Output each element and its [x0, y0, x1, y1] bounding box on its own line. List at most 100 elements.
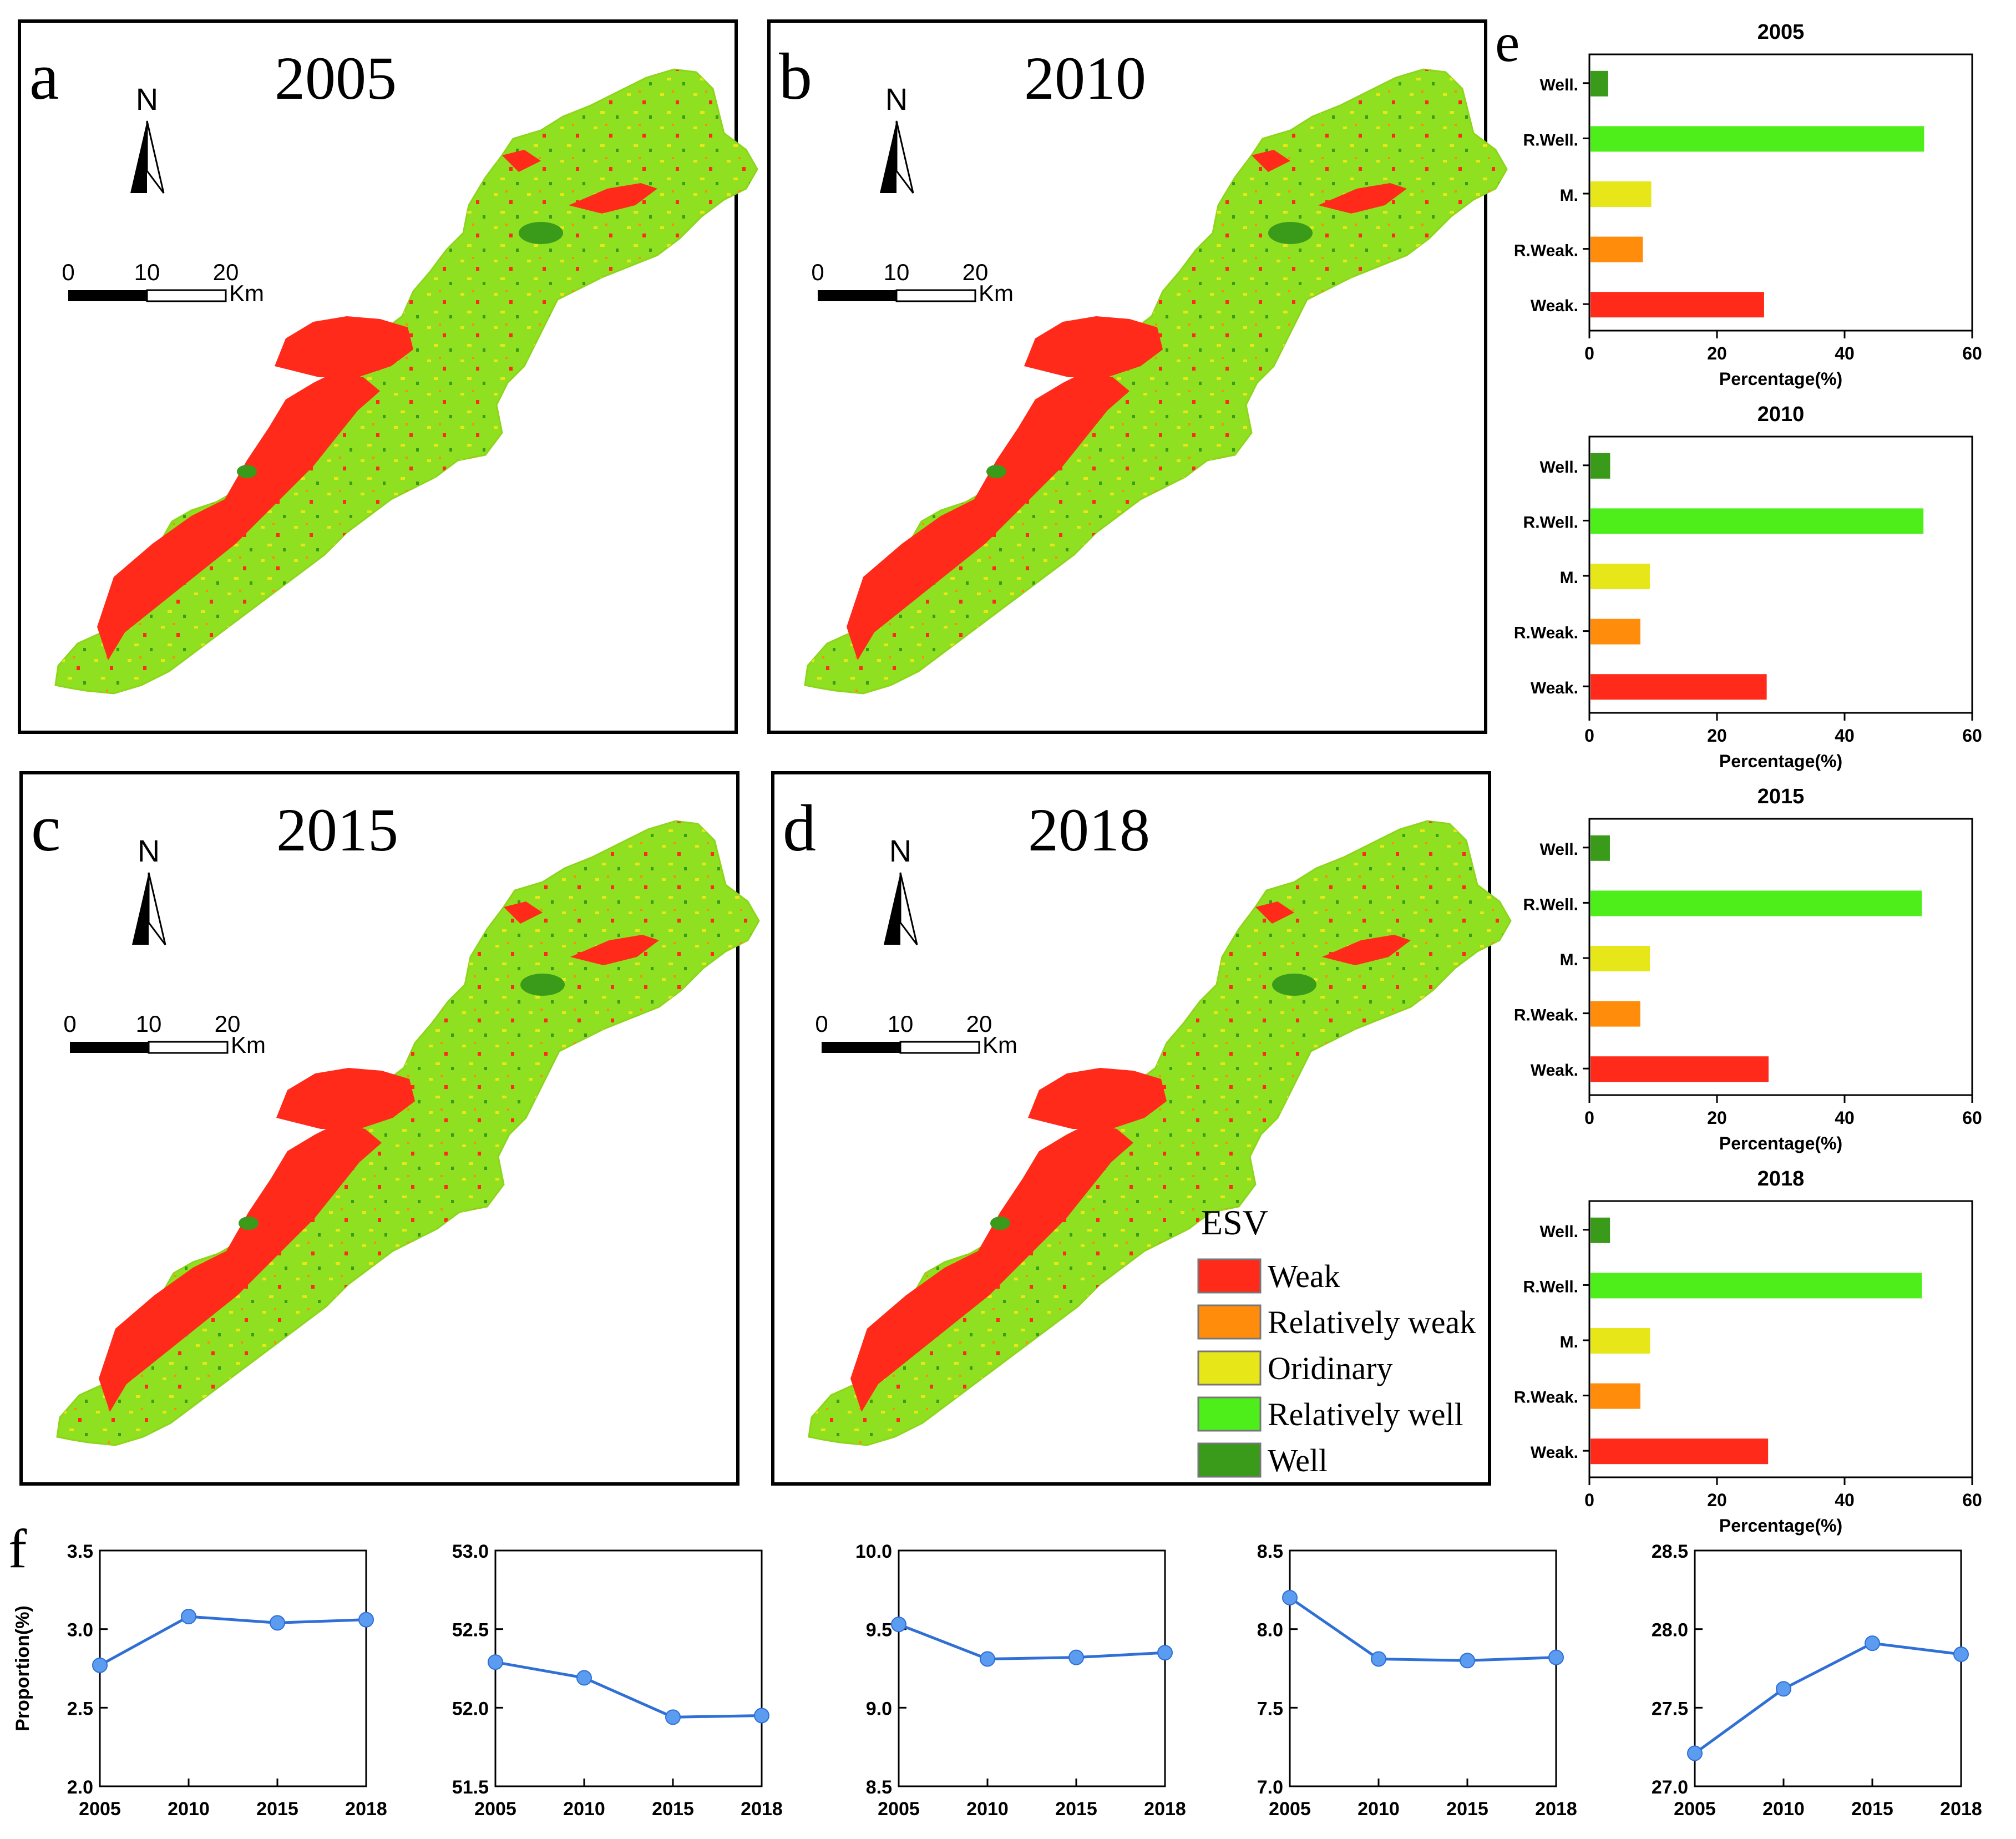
- scale-bar-filled: [70, 1042, 149, 1053]
- category-label: Well.: [1540, 840, 1578, 859]
- legend-swatch: [1197, 1396, 1262, 1432]
- scale-unit: Km: [979, 280, 1014, 306]
- scale-unit: Km: [231, 1032, 266, 1058]
- scale-tick-label: 20: [963, 259, 989, 285]
- data-point: [1865, 1635, 1880, 1651]
- data-point: [1282, 1590, 1298, 1605]
- region-map: [54, 68, 758, 695]
- data-point: [1548, 1649, 1564, 1665]
- bar: [1590, 1383, 1640, 1409]
- y-tick-label: 53.0: [452, 1541, 489, 1562]
- legend-label: Relatively weak: [1268, 1304, 1476, 1340]
- category-label: M.: [1560, 186, 1578, 205]
- bar: [1590, 1273, 1922, 1299]
- panel-year: 2010: [1024, 44, 1146, 112]
- category-label: R.Well.: [1523, 131, 1578, 149]
- scale-tick-label: 0: [63, 1011, 76, 1037]
- x-tick-label: 2018: [1940, 1799, 1982, 1820]
- bar-chart-2018: 2018 Well. R.Well. M. R.Weak. Weak. 0 20 40 60 Per…: [1514, 1167, 1982, 1536]
- scale-tick-label: 0: [815, 1011, 828, 1037]
- x-tick-label: 2018: [1535, 1799, 1577, 1820]
- x-tick-label: 40: [1835, 1490, 1855, 1510]
- scale-tick-label: 10: [136, 1011, 162, 1037]
- y-tick-label: 3.5: [67, 1541, 93, 1562]
- x-tick-label: 2010: [1762, 1799, 1805, 1820]
- y-tick-label: 27.0: [1652, 1777, 1688, 1798]
- scale-bar-filled: [822, 1042, 900, 1053]
- north-arrow-icon: [146, 120, 165, 194]
- legend-swatch: [1197, 1258, 1262, 1294]
- y-tick-label: 8.0: [1257, 1620, 1283, 1641]
- line-chart-frame: [1694, 1549, 1962, 1787]
- legend-label: Oridinary: [1268, 1350, 1393, 1386]
- bar: [1590, 1056, 1769, 1082]
- bar: [1590, 674, 1767, 700]
- y-tick-label: 8.5: [1257, 1541, 1283, 1562]
- scale-tick-label: 10: [134, 259, 160, 285]
- region-well-area: [519, 222, 563, 244]
- scale-unit: Km: [229, 280, 264, 306]
- bar: [1590, 564, 1650, 589]
- x-tick-label: 60: [1962, 343, 1982, 363]
- region-well-area: [1268, 222, 1313, 244]
- x-tick-label: 20: [1707, 343, 1727, 363]
- x-tick-label: 2010: [168, 1799, 210, 1820]
- legend-swatch: [1197, 1304, 1262, 1340]
- bar: [1590, 946, 1650, 971]
- north-arrow-icon: [148, 872, 166, 945]
- bar-chart-title: 2010: [1757, 403, 1805, 426]
- x-tick-label: 2015: [1055, 1799, 1097, 1820]
- category-label: Weak.: [1531, 1061, 1578, 1080]
- x-tick-label: 40: [1835, 343, 1855, 363]
- y-tick-label: 7.5: [1257, 1698, 1283, 1719]
- x-tick-label: 20: [1707, 1490, 1727, 1510]
- data-point: [1068, 1649, 1084, 1665]
- x-tick-label: 0: [1584, 1490, 1594, 1510]
- bar: [1590, 508, 1924, 534]
- y-tick-label: 3.0: [67, 1620, 93, 1641]
- data-point: [1776, 1681, 1791, 1697]
- bar: [1590, 890, 1922, 916]
- bar: [1590, 292, 1764, 318]
- bar-chart-title: 2015: [1757, 785, 1805, 808]
- bar: [1590, 181, 1652, 207]
- panel-year: 2018: [1028, 796, 1150, 864]
- north-arrow-icon: [880, 121, 896, 193]
- category-label: M.: [1560, 951, 1578, 969]
- data-point: [1687, 1745, 1703, 1761]
- category-label: R.Weak.: [1514, 1006, 1578, 1025]
- y-tick-label: 9.5: [866, 1620, 892, 1641]
- legend-label: Relatively well: [1268, 1396, 1463, 1432]
- bar-chart-title: 2005: [1757, 21, 1805, 44]
- x-axis-label: Percentage(%): [1719, 1133, 1842, 1153]
- y-tick-label: 2.0: [67, 1777, 93, 1798]
- data-point: [270, 1615, 285, 1631]
- scale-bar-empty: [148, 1041, 229, 1054]
- x-tick-label: 0: [1584, 1108, 1594, 1128]
- region-well-area: [990, 1217, 1010, 1230]
- data-point: [1157, 1645, 1173, 1661]
- series-line: [99, 1615, 367, 1667]
- bar: [1590, 453, 1610, 479]
- legend-label: Weak: [1268, 1258, 1340, 1294]
- x-tick-label: 2015: [256, 1799, 298, 1820]
- panel-letter-f: f: [8, 1518, 27, 1579]
- legend-swatch: [1197, 1350, 1262, 1386]
- x-tick-label: 2018: [345, 1799, 387, 1820]
- scale-tick-label: 10: [888, 1011, 914, 1037]
- bar-chart-frame: [1588, 53, 1973, 332]
- y-tick-label: 2.5: [67, 1698, 93, 1719]
- category-label: R.Well.: [1523, 895, 1578, 914]
- scale-tick-label: 20: [966, 1011, 992, 1037]
- category-label: R.Weak.: [1514, 1389, 1578, 1407]
- legend-swatch: [1197, 1442, 1262, 1478]
- scale-bar-empty: [895, 289, 976, 302]
- y-tick-label: 27.5: [1652, 1698, 1688, 1719]
- data-point: [754, 1708, 769, 1724]
- bar-chart-2005: 2005 Well. R.Well. M. R.Weak. Weak. 0 20 40 60 Per…: [1514, 21, 1982, 389]
- legend-label: Well: [1268, 1442, 1328, 1478]
- line-chart-frame: [898, 1549, 1166, 1787]
